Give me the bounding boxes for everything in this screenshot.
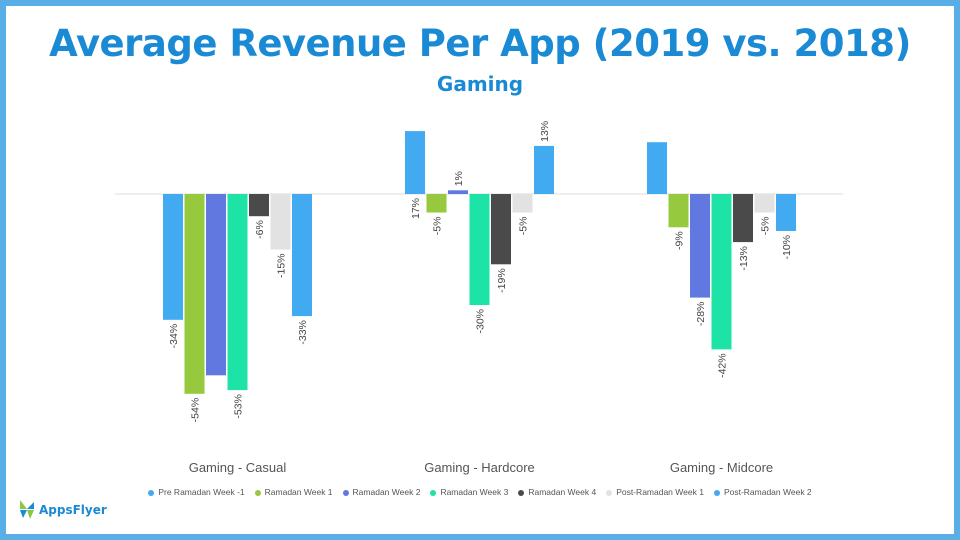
data-label: 13% <box>539 121 551 142</box>
bar-1-1 <box>163 194 183 320</box>
legend-item: Ramadan Week 1 <box>254 487 333 497</box>
bar-3-3 <box>690 194 710 298</box>
data-label: -19% <box>496 268 508 293</box>
legend-label: Post-Ramadan Week 1 <box>616 487 704 497</box>
legend-swatch <box>713 489 720 496</box>
appsflyer-logo-icon <box>20 500 34 519</box>
legend-item: Post-Ramadan Week 1 <box>606 487 704 497</box>
legend-swatch <box>342 489 349 496</box>
bar-3-4 <box>711 194 732 350</box>
bar-1-5 <box>249 194 269 217</box>
bar-3-1 <box>647 142 667 194</box>
legend-item: Post-Ramadan Week 2 <box>713 487 812 497</box>
legend-item: Pre Ramadan Week -1 <box>148 487 245 497</box>
bar-1-2 <box>184 194 205 394</box>
legend-swatch <box>430 489 437 496</box>
bar-1-4 <box>227 194 248 391</box>
legend-label: Ramadan Week 3 <box>440 487 509 497</box>
chart-legend: Pre Ramadan Week -1 Ramadan Week 1 Ramadan… <box>0 487 960 497</box>
data-label: -34% <box>168 324 180 349</box>
legend-swatch <box>148 489 155 496</box>
data-label: -30% <box>475 309 487 334</box>
bar-3-6 <box>754 194 775 213</box>
legend-swatch <box>518 489 525 496</box>
bar-1-6 <box>270 194 291 250</box>
data-label: -5% <box>760 217 772 236</box>
data-label: -6% <box>254 220 266 239</box>
bar-2-5 <box>491 194 511 265</box>
data-label: -13% <box>738 246 750 271</box>
data-label: -10% <box>781 235 793 260</box>
data-label: -5% <box>432 217 444 236</box>
appsflyer-logo-text: AppsFlyer <box>39 503 107 517</box>
bar-3-7 <box>776 194 796 231</box>
bar-2-4 <box>469 194 490 305</box>
legend-label: Ramadan Week 4 <box>528 487 597 497</box>
bar-2-7 <box>534 145 554 194</box>
bar-2-6 <box>512 194 533 213</box>
bar-1-7 <box>292 194 312 317</box>
category-label: Gaming - Midcore <box>670 460 773 475</box>
data-label: -53% <box>233 394 245 419</box>
data-label: -9% <box>674 231 686 250</box>
bar-2-3 <box>448 190 468 194</box>
data-label: -15% <box>276 254 288 279</box>
data-label: -28% <box>695 302 707 327</box>
legend-item: Ramadan Week 2 <box>342 487 421 497</box>
legend-item: Ramadan Week 4 <box>518 487 596 497</box>
category-label: Gaming - Hardcore <box>424 460 535 475</box>
category-label: Gaming - Casual <box>189 460 287 475</box>
data-label: -5% <box>518 217 530 236</box>
legend-swatch <box>254 489 261 496</box>
bar-3-2 <box>668 194 689 228</box>
legend-label: Pre Ramadan Week -1 <box>158 487 245 497</box>
legend-item: Ramadan Week 3 <box>430 487 508 497</box>
bar-2-1 <box>405 131 425 194</box>
bar-1-3 <box>206 194 226 376</box>
data-label: -54% <box>190 398 202 423</box>
appsflyer-logo: AppsFlyer <box>17 499 107 521</box>
chart-title: Average Revenue Per App (2019 vs. 2018) <box>49 22 911 65</box>
data-label: 1% <box>453 171 465 186</box>
legend-label: Post-Ramadan Week 2 <box>723 487 812 497</box>
bar-3-5 <box>733 194 753 243</box>
chart-subtitle: Gaming <box>436 72 524 96</box>
legend-label: Ramadan Week 1 <box>264 487 333 497</box>
legend-swatch <box>606 489 613 496</box>
bar-2-2 <box>426 194 447 213</box>
data-label: 17% <box>410 198 422 219</box>
data-label: -33% <box>297 320 309 345</box>
legend-label: Ramadan Week 2 <box>352 487 421 497</box>
data-label: -42% <box>717 353 729 378</box>
